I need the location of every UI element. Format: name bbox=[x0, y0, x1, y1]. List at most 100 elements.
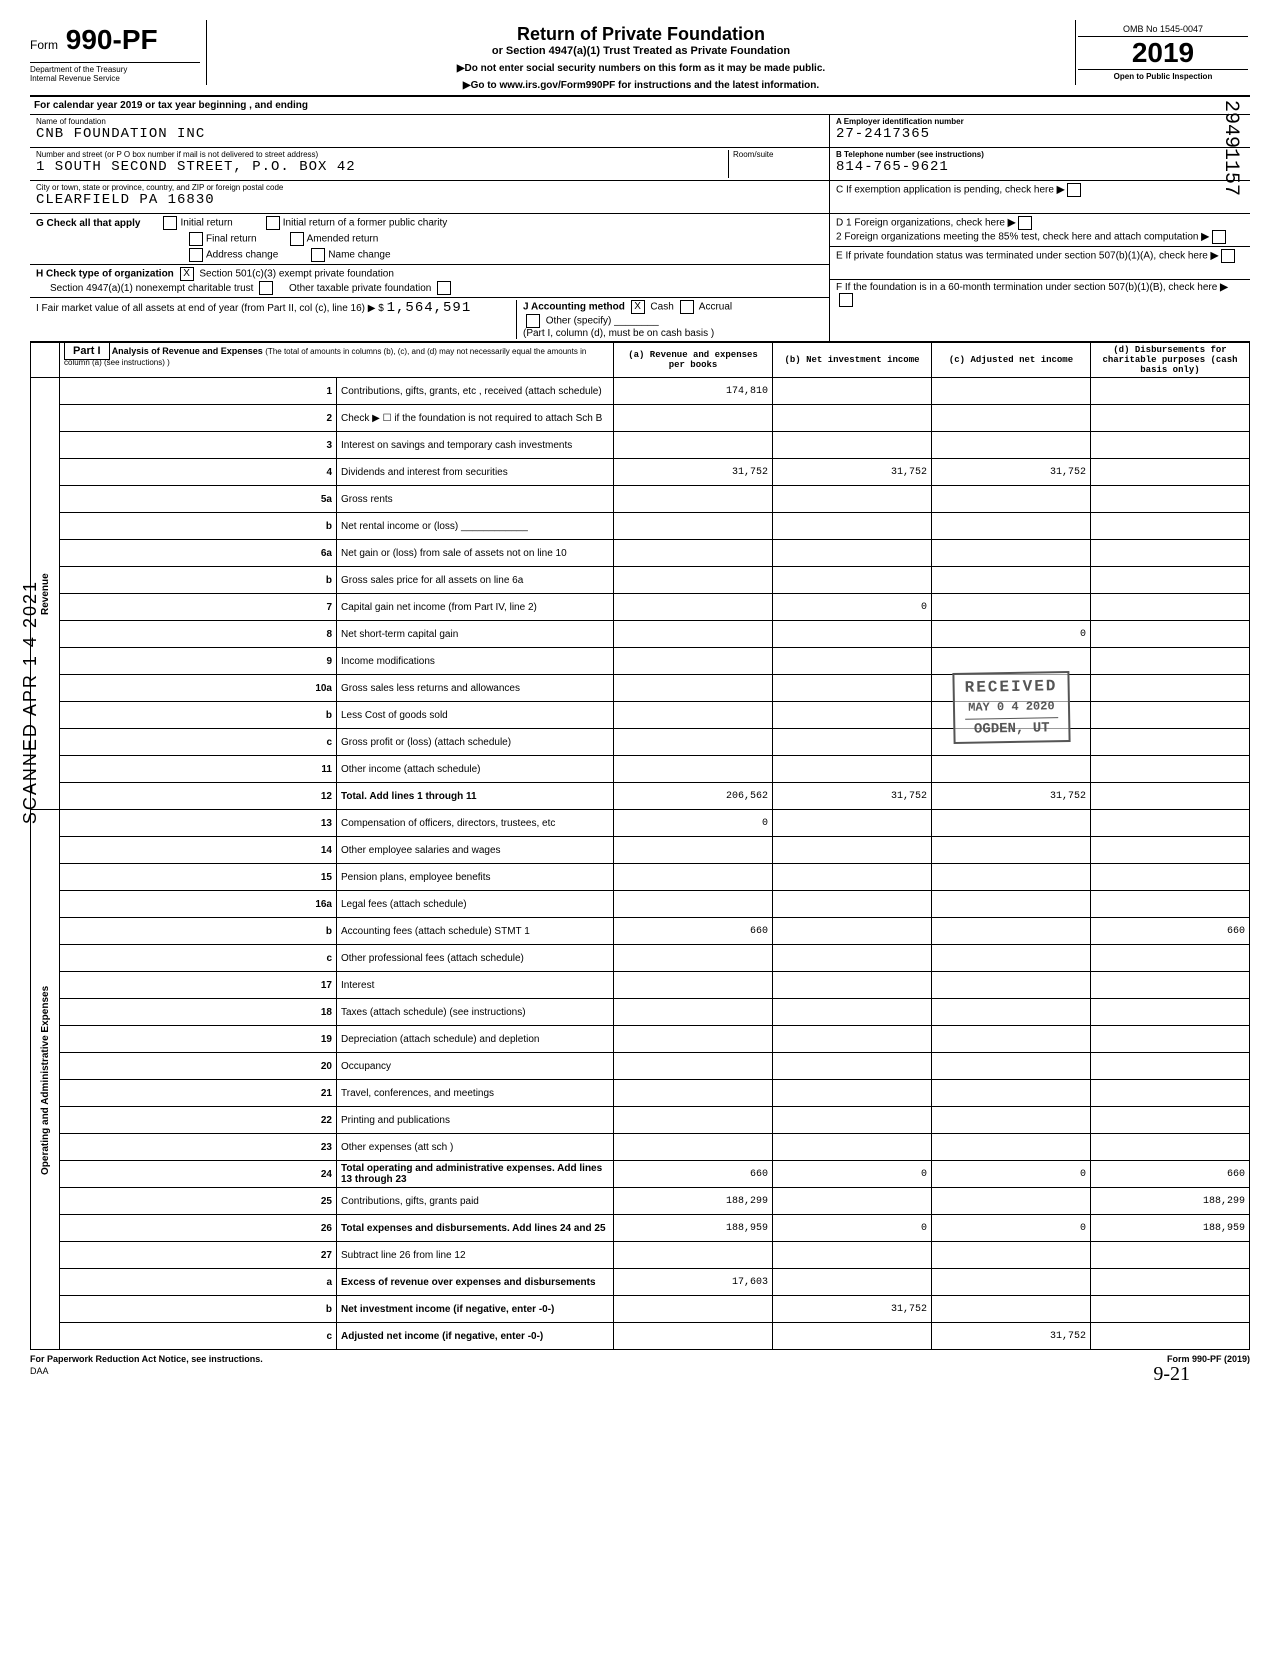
cell-a bbox=[614, 1134, 773, 1161]
table-row: bLess Cost of goods sold bbox=[31, 702, 1250, 729]
table-row: 4Dividends and interest from securities3… bbox=[31, 459, 1250, 486]
cell-d bbox=[1091, 432, 1250, 459]
check-4947[interactable] bbox=[259, 281, 273, 295]
row-description: Subtract line 26 from line 12 bbox=[337, 1242, 614, 1269]
cell-d bbox=[1091, 594, 1250, 621]
cell-b: 0 bbox=[773, 1161, 932, 1188]
col-c-header: (c) Adjusted net income bbox=[932, 343, 1091, 378]
cell-b: 0 bbox=[773, 594, 932, 621]
opt-address: Address change bbox=[206, 250, 278, 261]
cell-a bbox=[614, 513, 773, 540]
cell-d bbox=[1091, 1242, 1250, 1269]
row-number: 24 bbox=[60, 1161, 337, 1188]
check-foreign-org[interactable] bbox=[1018, 216, 1032, 230]
cell-c: 31,752 bbox=[932, 1323, 1091, 1350]
col-b-header: (b) Net investment income bbox=[773, 343, 932, 378]
table-row: bNet investment income (if negative, ent… bbox=[31, 1296, 1250, 1323]
cell-a bbox=[614, 891, 773, 918]
table-row: 7Capital gain net income (from Part IV, … bbox=[31, 594, 1250, 621]
row-number: 15 bbox=[60, 864, 337, 891]
check-other-method[interactable] bbox=[526, 314, 540, 328]
row-number: 21 bbox=[60, 1080, 337, 1107]
row-description: Gross sales price for all assets on line… bbox=[337, 567, 614, 594]
cell-c bbox=[932, 891, 1091, 918]
part1-title: Analysis of Revenue and Expenses bbox=[112, 346, 263, 356]
h-label: H Check type of organization bbox=[36, 269, 174, 280]
row-description: Net investment income (if negative, ente… bbox=[337, 1296, 614, 1323]
cell-d bbox=[1091, 1026, 1250, 1053]
row-description: Contributions, gifts, grants paid bbox=[337, 1188, 614, 1215]
row-description: Adjusted net income (if negative, enter … bbox=[337, 1323, 614, 1350]
expenses-side-label: Operating and Administrative Expenses bbox=[31, 810, 60, 1350]
check-exemption-pending[interactable] bbox=[1067, 183, 1081, 197]
part1-table: Part I Analysis of Revenue and Expenses … bbox=[30, 342, 1250, 1350]
cell-a: 188,959 bbox=[614, 1215, 773, 1242]
check-initial-former[interactable] bbox=[266, 216, 280, 230]
cell-c bbox=[932, 1188, 1091, 1215]
cell-d bbox=[1091, 864, 1250, 891]
cell-d bbox=[1091, 1323, 1250, 1350]
row-description: Legal fees (attach schedule) bbox=[337, 891, 614, 918]
check-amended[interactable] bbox=[290, 232, 304, 246]
row-number: b bbox=[60, 1296, 337, 1323]
cell-a bbox=[614, 972, 773, 999]
cell-a bbox=[614, 648, 773, 675]
cell-c bbox=[932, 1242, 1091, 1269]
cell-b: 0 bbox=[773, 1215, 932, 1242]
row-number: 5a bbox=[60, 486, 337, 513]
city-label: City or town, state or province, country… bbox=[36, 183, 823, 192]
table-row: 25Contributions, gifts, grants paid188,2… bbox=[31, 1188, 1250, 1215]
cell-c: 0 bbox=[932, 1215, 1091, 1242]
cell-d bbox=[1091, 891, 1250, 918]
table-row: 3Interest on savings and temporary cash … bbox=[31, 432, 1250, 459]
check-85pct[interactable] bbox=[1212, 230, 1226, 244]
cell-c bbox=[932, 648, 1091, 675]
omb-number: OMB No 1545-0047 bbox=[1078, 22, 1248, 37]
table-row: 9Income modifications bbox=[31, 648, 1250, 675]
cell-b bbox=[773, 540, 932, 567]
check-cash[interactable]: X bbox=[631, 300, 645, 314]
row-description: Contributions, gifts, grants, etc , rece… bbox=[337, 378, 614, 405]
check-initial-return[interactable] bbox=[163, 216, 177, 230]
cell-d bbox=[1091, 378, 1250, 405]
check-507b1b[interactable] bbox=[839, 293, 853, 307]
name-label: Name of foundation bbox=[36, 117, 823, 126]
cell-c bbox=[932, 405, 1091, 432]
cell-d bbox=[1091, 513, 1250, 540]
row-number: 12 bbox=[60, 783, 337, 810]
check-final-return[interactable] bbox=[189, 232, 203, 246]
col-a-header: (a) Revenue and expenses per books bbox=[614, 343, 773, 378]
check-other-taxable[interactable] bbox=[437, 281, 451, 295]
row-description: Net short-term capital gain bbox=[337, 621, 614, 648]
row-number: c bbox=[60, 1323, 337, 1350]
row-number: 6a bbox=[60, 540, 337, 567]
cell-c: 31,752 bbox=[932, 783, 1091, 810]
f-label: F If the foundation is in a 60-month ter… bbox=[836, 282, 1217, 293]
cell-c bbox=[932, 837, 1091, 864]
cell-d bbox=[1091, 837, 1250, 864]
check-name-change[interactable] bbox=[311, 248, 325, 262]
cell-d bbox=[1091, 459, 1250, 486]
row-number: 20 bbox=[60, 1053, 337, 1080]
cell-b bbox=[773, 405, 932, 432]
cell-a bbox=[614, 729, 773, 756]
cell-b bbox=[773, 837, 932, 864]
table-row: 2Check ▶ ☐ if the foundation is not requ… bbox=[31, 405, 1250, 432]
ein-label: A Employer identification number bbox=[836, 117, 1244, 126]
opt-final: Final return bbox=[206, 234, 257, 245]
check-501c3[interactable]: X bbox=[180, 267, 194, 281]
check-address-change[interactable] bbox=[189, 248, 203, 262]
cell-c bbox=[932, 567, 1091, 594]
cell-b bbox=[773, 621, 932, 648]
check-507b1a[interactable] bbox=[1221, 249, 1235, 263]
check-accrual[interactable] bbox=[680, 300, 694, 314]
cell-a: 660 bbox=[614, 1161, 773, 1188]
table-row: 6aNet gain or (loss) from sale of assets… bbox=[31, 540, 1250, 567]
opt-initial-former: Initial return of a former public charit… bbox=[283, 218, 448, 229]
row-description: Net gain or (loss) from sale of assets n… bbox=[337, 540, 614, 567]
row-number: c bbox=[60, 945, 337, 972]
table-row: bGross sales price for all assets on lin… bbox=[31, 567, 1250, 594]
table-row: 23Other expenses (att sch ) bbox=[31, 1134, 1250, 1161]
cell-a bbox=[614, 405, 773, 432]
cell-b bbox=[773, 810, 932, 837]
